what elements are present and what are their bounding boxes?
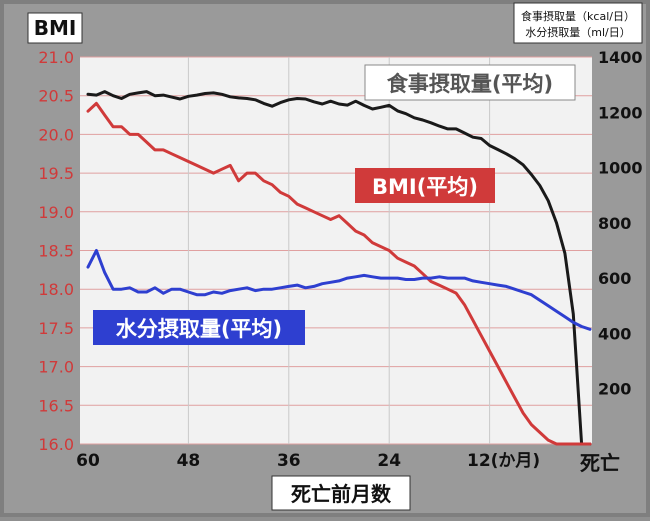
food-series-label-box bbox=[364, 64, 576, 101]
right-tick-label: 600 bbox=[598, 269, 631, 288]
right-axis-label-line-1: 食事摂取量（kcal/日） bbox=[521, 9, 635, 23]
water-series-label-box bbox=[93, 310, 305, 345]
right-tick-label: 1200 bbox=[598, 103, 643, 122]
right-tick-label: 400 bbox=[598, 324, 631, 343]
left-axis-label-box bbox=[27, 12, 83, 44]
left-tick-label: 16.5 bbox=[38, 396, 74, 415]
x-tick-label: 24 bbox=[377, 451, 401, 471]
series-line-water bbox=[86, 249, 592, 331]
x-tick-label: 60 bbox=[76, 451, 100, 471]
left-tick-label: 17.0 bbox=[38, 358, 74, 377]
x-axis-title: 死亡前月数 bbox=[291, 482, 392, 506]
left-tick-label: 19.5 bbox=[38, 164, 74, 183]
left-tick-label: 17.5 bbox=[38, 319, 74, 338]
right-axis-label-line-2: 水分摂取量（ml/日） bbox=[525, 25, 630, 39]
x-end-label: 死亡 bbox=[580, 451, 620, 475]
left-tick-label: 16.0 bbox=[38, 435, 74, 454]
left-tick-label: 20.0 bbox=[38, 125, 74, 144]
right-tick-label: 200 bbox=[598, 380, 631, 399]
left-axis-label: BMI bbox=[34, 16, 77, 40]
x-tick-labels: 60 48 36 24 12(か月) bbox=[76, 451, 540, 471]
right-tick-label: 1000 bbox=[598, 159, 643, 178]
left-tick-label: 21.0 bbox=[38, 48, 74, 67]
right-axis-label-box bbox=[513, 2, 643, 44]
series-lines bbox=[86, 90, 592, 446]
right-tick-labels: 200 400 600 800 1000 1200 1400 bbox=[598, 48, 643, 399]
x-tick-label: 12(か月) bbox=[467, 451, 540, 471]
x-tick-label: 36 bbox=[277, 451, 301, 471]
x-axis-title-box bbox=[271, 475, 411, 511]
right-tick-label: 1400 bbox=[598, 48, 643, 67]
bmi-series-label-box bbox=[355, 168, 495, 203]
left-tick-labels: 16.0 16.5 17.0 17.5 18.0 18.5 19.0 19.5 20.0 20.5… bbox=[38, 48, 74, 454]
left-tick-label: 19.0 bbox=[38, 203, 74, 222]
series-line-bmi bbox=[86, 101, 592, 446]
left-tick-label: 20.5 bbox=[38, 87, 74, 106]
right-tick-label: 800 bbox=[598, 214, 631, 233]
water-series-label: 水分摂取量(平均) bbox=[116, 317, 282, 341]
gridlines bbox=[80, 56, 592, 445]
x-tick-label: 48 bbox=[177, 451, 201, 471]
bmi-series-label: BMI(平均) bbox=[372, 175, 478, 199]
left-tick-label: 18.5 bbox=[38, 242, 74, 261]
series-line-food bbox=[86, 90, 592, 446]
left-tick-label: 18.0 bbox=[38, 280, 74, 299]
food-series-label: 食事摂取量(平均) bbox=[387, 72, 553, 96]
